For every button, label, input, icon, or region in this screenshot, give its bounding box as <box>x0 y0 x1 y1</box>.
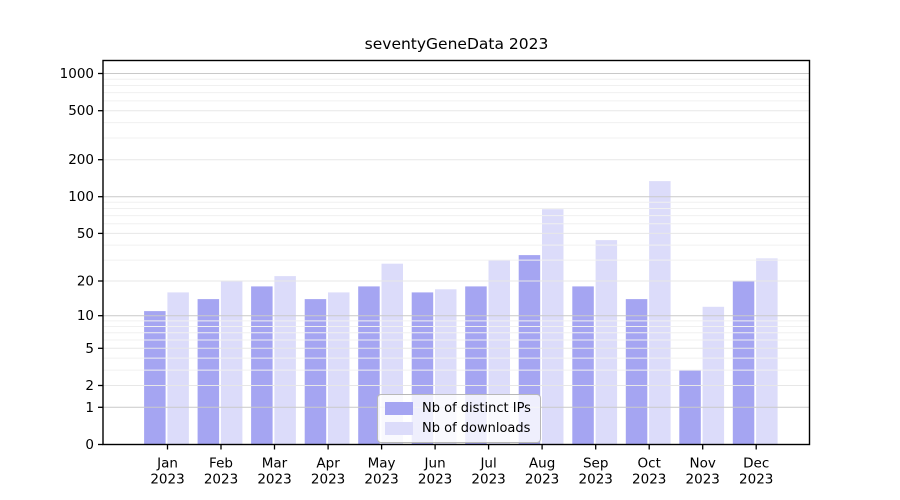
legend-label-downloads: Nb of downloads <box>422 421 531 436</box>
plot-border <box>102 59 811 446</box>
x-tick-label-year-Oct: 2023 <box>632 472 666 488</box>
x-tick-label-year-Apr: 2023 <box>311 472 345 488</box>
x-tick-label-month-Nov: Nov <box>690 456 716 472</box>
y-tick-label-50: 50 <box>77 226 94 242</box>
x-tick-label-year-Feb: 2023 <box>204 472 238 488</box>
x-tick-label-year-Jan: 2023 <box>150 472 184 488</box>
bar-downloads-Mar <box>274 276 296 445</box>
bar-downloads-Sep <box>595 240 618 445</box>
x-tick-label-month-Sep: Sep <box>583 456 608 472</box>
x-tick-label-month-Mar: Mar <box>262 456 288 472</box>
x-tick-label-month-Aug: Aug <box>529 456 555 472</box>
x-tick-label-year-Dec: 2023 <box>739 472 773 488</box>
y-tick-label-10: 10 <box>77 308 94 324</box>
bar-ips-Jan <box>144 311 166 445</box>
bar-downloads-Oct <box>649 181 671 445</box>
bar-downloads-Feb <box>220 281 243 445</box>
x-tick-label-month-May: May <box>368 456 396 472</box>
bar-ips-May <box>358 286 380 445</box>
bar-downloads-Apr <box>328 292 350 445</box>
x-tick-label-month-Feb: Feb <box>209 456 233 472</box>
bar-ips-Sep <box>572 286 594 445</box>
x-tick-label-year-May: 2023 <box>364 472 398 488</box>
x-tick-label-year-Mar: 2023 <box>257 472 291 488</box>
y-tick-label-100: 100 <box>68 189 94 205</box>
x-tick-label-month-Jan: Jan <box>156 456 178 472</box>
y-tick-label-1: 1 <box>85 400 94 416</box>
legend-label-ips: Nb of distinct IPs <box>422 401 531 416</box>
gridlines-group <box>103 73 810 408</box>
y-tick-label-1000: 1000 <box>60 66 94 82</box>
bar-downloads-Nov <box>702 306 725 445</box>
x-tick-label-month-Dec: Dec <box>743 456 769 472</box>
y-tick-label-500: 500 <box>68 103 94 119</box>
bar-downloads-Jan <box>167 292 189 445</box>
bar-ips-Apr <box>304 299 327 445</box>
bar-ips-Oct <box>625 299 648 445</box>
x-tick-label-year-Nov: 2023 <box>686 472 720 488</box>
x-tick-label-month-Apr: Apr <box>316 456 340 472</box>
y-tick-label-2: 2 <box>85 378 94 394</box>
x-tick-label-year-Aug: 2023 <box>525 472 559 488</box>
y-tick-label-0: 0 <box>85 437 94 453</box>
legend-swatch-ips <box>385 402 413 415</box>
y-tick-label-20: 20 <box>77 274 94 290</box>
y-tick-label-5: 5 <box>85 341 94 357</box>
chart-title: seventyGeneData 2023 <box>364 35 549 53</box>
bar-ips-Feb <box>197 299 220 445</box>
legend: Nb of distinct IPs Nb of downloads <box>377 394 541 443</box>
legend-item-ips: Nb of distinct IPs <box>385 400 531 417</box>
legend-item-downloads: Nb of downloads <box>385 420 531 437</box>
x-tick-label-year-Jun: 2023 <box>418 472 452 488</box>
y-axis: 0 1 2 5 10 20 50 100 200 500 1000 <box>60 66 103 453</box>
bar-ips-Dec <box>732 281 755 445</box>
bar-ips-Mar <box>251 286 273 445</box>
bar-downloads-Dec <box>756 258 778 445</box>
x-tick-label-year-Sep: 2023 <box>579 472 613 488</box>
x-axis: Jan2023Feb2023Mar2023Apr2023May2023Jun20… <box>150 444 773 488</box>
y-tick-label-200: 200 <box>68 152 94 168</box>
legend-swatch-downloads <box>385 422 413 435</box>
x-tick-label-month-Oct: Oct <box>638 456 661 472</box>
x-tick-label-month-Jun: Jun <box>424 456 446 472</box>
x-tick-label-year-Jul: 2023 <box>471 472 505 488</box>
x-tick-label-month-Jul: Jul <box>479 456 496 472</box>
